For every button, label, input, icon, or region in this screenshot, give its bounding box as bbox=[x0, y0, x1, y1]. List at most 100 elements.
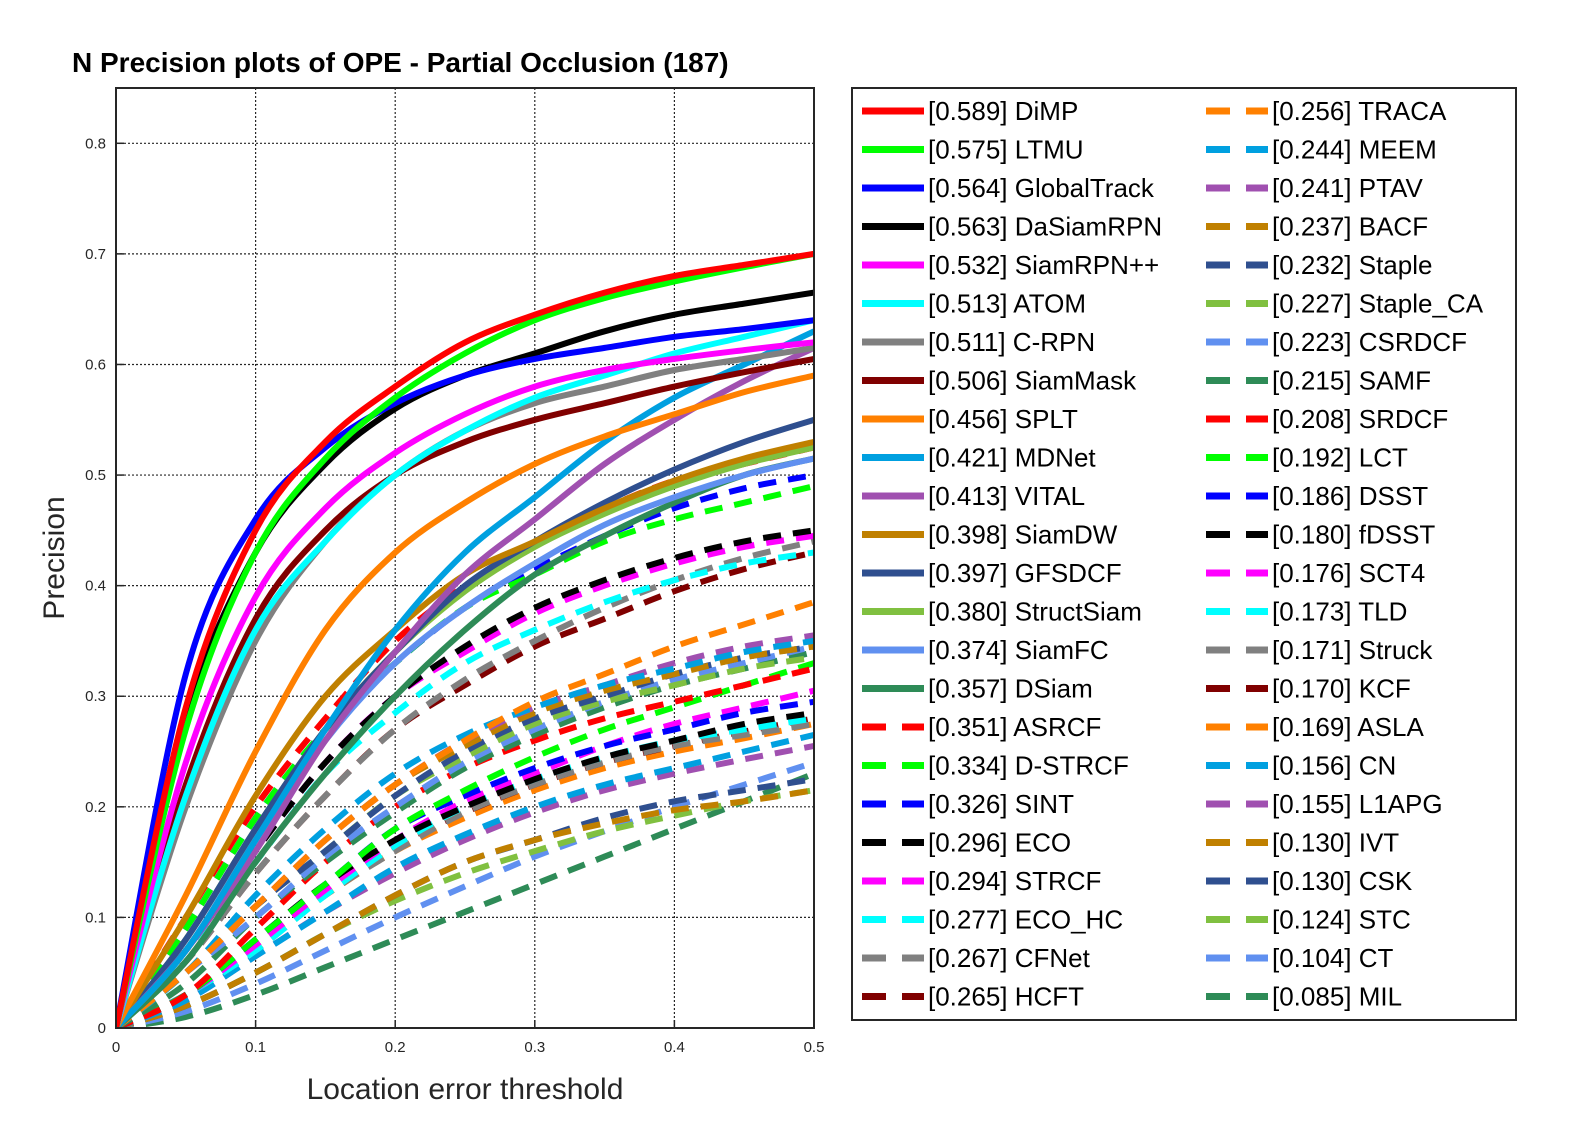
legend-item: [0.413] VITAL bbox=[862, 481, 1085, 511]
legend-item: [0.192] LCT bbox=[1206, 443, 1408, 473]
x-tick-label: 0 bbox=[112, 1039, 120, 1056]
series-line-atom bbox=[116, 317, 814, 1028]
legend-box bbox=[851, 87, 1517, 1021]
series-line-sct4 bbox=[116, 687, 814, 1028]
legend-item: [0.232] Staple bbox=[1206, 250, 1432, 280]
legend-label: [0.186] DSST bbox=[1272, 481, 1428, 511]
y-tick-label: 0.3 bbox=[85, 688, 106, 705]
legend-label: [0.244] MEEM bbox=[1272, 135, 1437, 165]
series-lines bbox=[116, 250, 814, 1028]
legend-label: [0.227] Staple_CA bbox=[1272, 289, 1484, 319]
legend-item: [0.169] ASLA bbox=[1206, 712, 1424, 742]
legend-item: [0.397] GFSDCF bbox=[862, 558, 1122, 588]
legend-item: [0.156] CN bbox=[1206, 751, 1396, 781]
series-line-vital bbox=[116, 345, 814, 1028]
legend-label: [0.130] CSK bbox=[1272, 866, 1413, 896]
legend-item: [0.456] SPLT bbox=[862, 404, 1078, 434]
series-line-meem bbox=[116, 637, 814, 1028]
series-line-staple bbox=[116, 643, 814, 1028]
x-tick-label: 0.1 bbox=[245, 1039, 266, 1056]
legend-label: [0.532] SiamRPN++ bbox=[928, 250, 1159, 280]
legend-item: [0.575] LTMU bbox=[862, 135, 1084, 165]
legend-label: [0.223] CSRDCF bbox=[1272, 327, 1467, 357]
legend-item: [0.155] L1APG bbox=[1206, 789, 1443, 819]
legend-label: [0.294] STRCF bbox=[928, 866, 1101, 896]
legend-label: [0.237] BACF bbox=[1272, 212, 1428, 242]
legend-item: [0.326] SINT bbox=[862, 789, 1074, 819]
legend-label: [0.564] GlobalTrack bbox=[928, 173, 1155, 203]
series-line-ivt bbox=[116, 787, 814, 1028]
legend-item: [0.380] StructSiam bbox=[862, 597, 1142, 627]
legend-label: [0.155] L1APG bbox=[1272, 789, 1443, 819]
series-line-ct bbox=[116, 759, 814, 1028]
legend-label: [0.506] SiamMask bbox=[928, 366, 1137, 396]
legend-item: [0.237] BACF bbox=[1206, 212, 1428, 242]
legend-label: [0.413] VITAL bbox=[928, 481, 1085, 511]
legend-item: [0.277] ECO_HC bbox=[862, 905, 1123, 935]
legend-item: [0.511] C-RPN bbox=[862, 327, 1095, 357]
legend-item: [0.173] TLD bbox=[1206, 597, 1407, 627]
legend-item: [0.215] SAMF bbox=[1206, 366, 1431, 396]
y-axis-title: Precision bbox=[38, 496, 71, 619]
legend-label: [0.575] LTMU bbox=[928, 135, 1084, 165]
series-line-dimp bbox=[116, 250, 814, 1028]
legend-item: [0.176] SCT4 bbox=[1206, 558, 1425, 588]
x-axis-title: Location error threshold bbox=[307, 1073, 624, 1106]
legend-item: [0.351] ASRCF bbox=[862, 712, 1101, 742]
y-tick-label: 0.7 bbox=[85, 246, 106, 263]
legend-item: [0.294] STRCF bbox=[862, 866, 1101, 896]
legend-item: [0.265] HCFT bbox=[862, 982, 1084, 1012]
legend-item: [0.256] TRACA bbox=[1206, 96, 1447, 126]
legend-item: [0.223] CSRDCF bbox=[1206, 327, 1467, 357]
legend-item: [0.104] CT bbox=[1206, 943, 1394, 973]
legend-label: [0.267] CFNet bbox=[928, 943, 1091, 973]
x-tick-label: 0.5 bbox=[804, 1039, 825, 1056]
legend-label: [0.180] fDSST bbox=[1272, 520, 1435, 550]
legend-item: [0.398] SiamDW bbox=[862, 520, 1118, 550]
y-tick-label: 0 bbox=[98, 1020, 106, 1037]
series-line-splt bbox=[116, 372, 814, 1028]
legend-label: [0.351] ASRCF bbox=[928, 712, 1101, 742]
legend-item: [0.296] ECO bbox=[862, 828, 1071, 858]
series-line-ltmu bbox=[116, 250, 814, 1028]
y-tick-label: 0.5 bbox=[85, 467, 106, 484]
legend-label: [0.456] SPLT bbox=[928, 404, 1078, 434]
series-line-dsiam bbox=[116, 455, 814, 1028]
legend-item: [0.513] ATOM bbox=[862, 289, 1086, 319]
series-line-siamrpn bbox=[116, 339, 814, 1028]
legend-item: [0.180] fDSST bbox=[1206, 520, 1435, 550]
series-line-mdnet bbox=[116, 328, 814, 1028]
legend-item: [0.334] D-STRCF bbox=[862, 751, 1129, 781]
legend-item: [0.563] DaSiamRPN bbox=[862, 212, 1162, 242]
legend-label: [0.215] SAMF bbox=[1272, 366, 1431, 396]
legend-label: [0.563] DaSiamRPN bbox=[928, 212, 1162, 242]
legend-label: [0.130] IVT bbox=[1272, 828, 1399, 858]
legend-label: [0.192] LCT bbox=[1272, 443, 1408, 473]
legend-item: [0.244] MEEM bbox=[1206, 135, 1437, 165]
series-line-lct bbox=[116, 660, 814, 1028]
legend-label: [0.357] DSiam bbox=[928, 674, 1093, 704]
legend-label: [0.170] KCF bbox=[1272, 674, 1411, 704]
legend-item: [0.130] CSK bbox=[1206, 866, 1413, 896]
legend-item: [0.532] SiamRPN++ bbox=[862, 250, 1159, 280]
legend-label: [0.421] MDNet bbox=[928, 443, 1096, 473]
x-axis-ticks: 0 0.1 0.2 0.3 0.4 0.5 bbox=[112, 1020, 825, 1056]
legend-label: [0.277] ECO_HC bbox=[928, 905, 1123, 935]
legend-label: [0.085] MIL bbox=[1272, 982, 1402, 1012]
legend-item: [0.506] SiamMask bbox=[862, 366, 1137, 396]
legend-item: [0.227] Staple_CA bbox=[1206, 289, 1484, 319]
legend-label: [0.232] Staple bbox=[1272, 250, 1432, 280]
series-line-mil bbox=[116, 770, 814, 1028]
legend-item: [0.124] STC bbox=[1206, 905, 1411, 935]
legend-item: [0.208] SRDCF bbox=[1206, 404, 1448, 434]
series-line-gfsdcf bbox=[116, 416, 814, 1028]
legend-item: [0.421] MDNet bbox=[862, 443, 1096, 473]
chart-title: N Precision plots of OPE - Partial Occlu… bbox=[72, 47, 729, 78]
y-axis-ticks: 0 0.1 0.2 0.3 0.4 0.5 0.6 0.7 0.8 bbox=[85, 135, 124, 1037]
series-line-dasiamrpn bbox=[116, 289, 814, 1028]
legend-label: [0.156] CN bbox=[1272, 751, 1396, 781]
legend-item: [0.171] Struck bbox=[1206, 635, 1433, 665]
series-line-globaltrack bbox=[116, 317, 814, 1028]
legend-item: [0.241] PTAV bbox=[1206, 173, 1423, 203]
series-line-tld bbox=[116, 715, 814, 1028]
